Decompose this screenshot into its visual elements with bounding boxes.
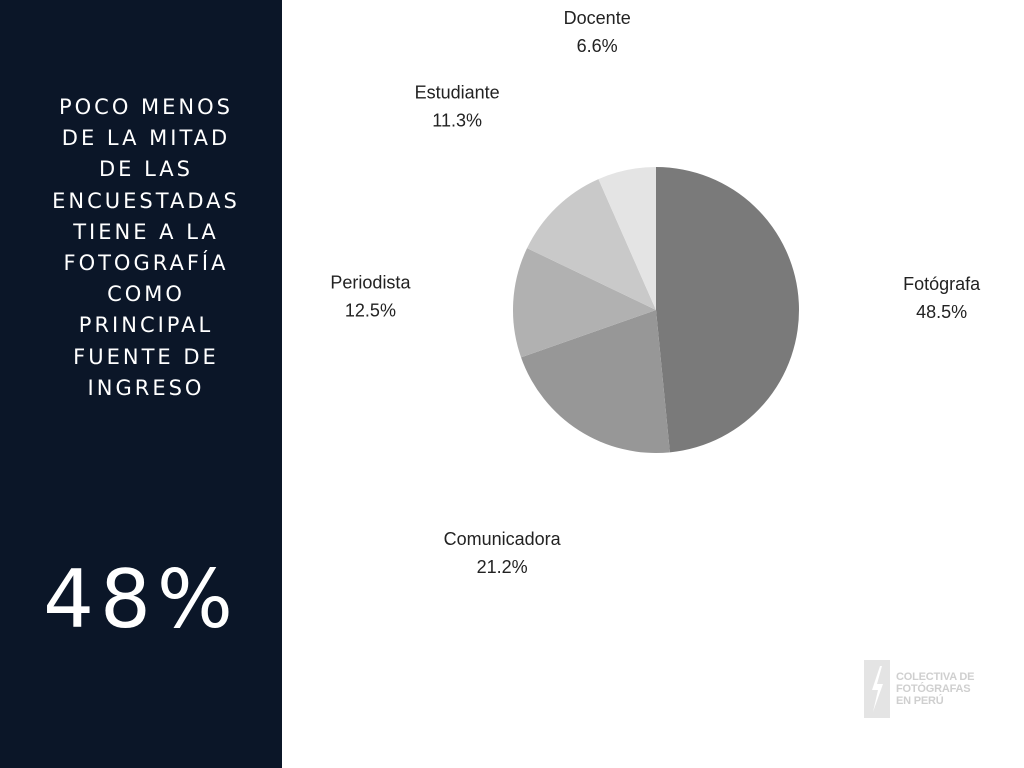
headline-line: FOTOGRAFÍA: [63, 251, 229, 276]
pie-slice: [521, 310, 670, 453]
logo-line: EN PERÚ: [896, 695, 944, 707]
pie-slice: [656, 167, 799, 453]
pie-chart: Fotógrafa 48.5% Comunicadora 21.2% Periodist…: [330, 8, 981, 577]
slice-category-label: Estudiante: [415, 82, 500, 102]
sidebar-panel: POCO MENOS DE LA MITAD DE LAS ENCUESTADA…: [0, 0, 282, 768]
slice-category-label: Fotógrafa: [903, 274, 981, 294]
logo-line: COLECTIVA DE: [896, 671, 975, 683]
big-stat-value: 48%: [43, 553, 239, 646]
headline-line: DE LA MITAD: [61, 126, 231, 151]
logo-line: FOTÓGRAFAS: [896, 683, 971, 695]
slice-category-label: Periodista: [330, 272, 411, 292]
headline-line: INGRESO: [87, 375, 205, 400]
slice-category-label: Comunicadora: [444, 529, 562, 549]
logo: COLECTIVA DE FOTÓGRAFAS EN PERÚ: [864, 660, 974, 720]
slice-value-label: 48.5%: [916, 302, 967, 322]
headline-line: PRINCIPAL: [78, 313, 214, 338]
logo-text: COLECTIVA DE FOTÓGRAFAS EN PERÚ: [896, 671, 974, 707]
headline-line: TIENE A LA: [73, 219, 219, 244]
headline-line: POCO MENOS: [58, 95, 234, 119]
pie-slice: [513, 248, 656, 358]
pie-slice: [598, 167, 656, 310]
slice-value-label: 12.5%: [345, 300, 396, 320]
headline-line: DE LAS: [99, 157, 193, 182]
slice-category-label: Docente: [564, 8, 631, 28]
slice-value-label: 6.6%: [577, 36, 618, 56]
headline: POCO MENOS DE LA MITAD DE LAS ENCUESTADA…: [28, 92, 264, 404]
headline-line: ENCUESTADAS: [52, 188, 240, 213]
pie-slice: [527, 179, 656, 310]
slice-value-label: 21.2%: [477, 557, 528, 577]
logo-mark-icon: [864, 660, 890, 718]
slice-value-label: 11.3%: [432, 110, 482, 130]
headline-line: FUENTE DE: [73, 344, 219, 369]
headline-line: COMO: [107, 282, 185, 307]
